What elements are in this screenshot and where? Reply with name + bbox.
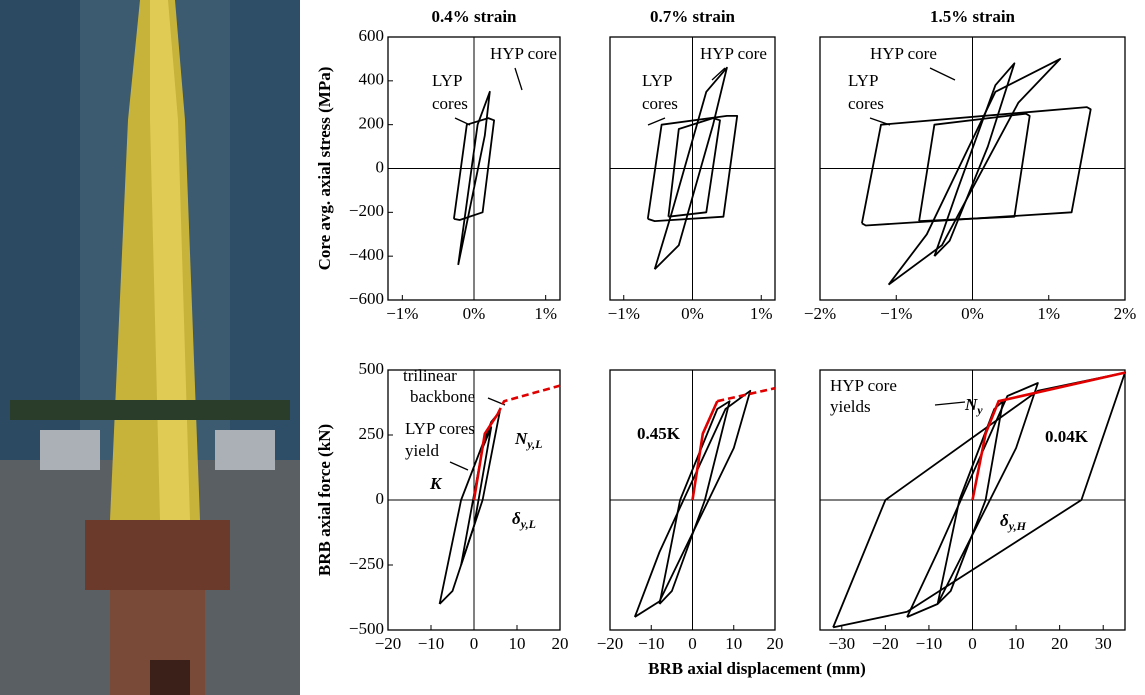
annotation: K — [429, 474, 443, 493]
annotation: yield — [405, 441, 439, 460]
x-tick-label: 10 — [509, 634, 526, 653]
y-tick-label: 600 — [359, 26, 385, 45]
x-tick-label: −10 — [638, 634, 665, 653]
annotation: 0.45K — [637, 424, 681, 443]
annotation: Ny — [964, 395, 983, 417]
annotation-arrows — [449, 67, 966, 471]
x-tick-label: 0 — [968, 634, 977, 653]
loop-curve — [653, 66, 728, 270]
x-tick-label: 0% — [463, 304, 486, 323]
annotation-subscript: y,H — [1007, 519, 1027, 533]
y-tick-label: −600 — [349, 289, 384, 308]
loop-curve — [438, 410, 501, 605]
x-tick-label: −10 — [916, 634, 943, 653]
loop-curve — [691, 400, 719, 501]
annotation: HYP core — [870, 44, 937, 63]
annotation-subscript: y,L — [519, 517, 536, 531]
x-tick-label: 0 — [470, 634, 479, 653]
loop-curve — [460, 426, 493, 566]
x-tick-label: 10 — [1008, 634, 1025, 653]
annotation: δy,L — [512, 509, 536, 531]
x-tick-label: −20 — [872, 634, 899, 653]
annotation: δy,H — [1000, 511, 1027, 533]
x-tick-label: −1% — [386, 304, 418, 323]
x-tick-label: 0% — [681, 304, 704, 323]
y-tick-label: −500 — [349, 619, 384, 638]
annotation: 0.04K — [1045, 427, 1089, 446]
x-tick-label: 20 — [767, 634, 784, 653]
annotation: yields — [830, 397, 871, 416]
annotation: LYP — [848, 71, 878, 90]
annotation-subscript: y — [975, 403, 983, 417]
annotation-symbol: N — [964, 395, 978, 414]
x-tick-label: 1% — [750, 304, 773, 323]
annotation: cores — [432, 94, 468, 113]
x-tick-label: 1% — [534, 304, 557, 323]
x-tick-label: 0 — [688, 634, 697, 653]
annotation-symbol: N — [514, 429, 528, 448]
loop-curve — [667, 117, 721, 218]
loop-curve — [472, 413, 499, 501]
y-tick-label: −200 — [349, 201, 384, 220]
loop-curve — [887, 58, 1062, 286]
x-tick-label: 10 — [725, 634, 742, 653]
x-tick-label: 20 — [1051, 634, 1068, 653]
loop-curve — [453, 117, 495, 221]
annotation: LYP — [642, 71, 672, 90]
panel-title: 1.5% strain — [930, 7, 1016, 26]
x-tick-label: 30 — [1095, 634, 1112, 653]
x-tick-label: −10 — [418, 634, 445, 653]
x-tick-label: −2% — [804, 304, 836, 323]
x-tick-label: 2% — [1114, 304, 1137, 323]
loop-curve — [457, 90, 491, 266]
annotation-symbol: δ — [1000, 511, 1009, 530]
annotation: LYP cores — [405, 419, 475, 438]
annotation: trilinear — [403, 366, 457, 385]
x-axis-label: BRB axial displacement (mm) — [648, 659, 866, 678]
x-tick-label: −20 — [597, 634, 624, 653]
y-axis-label: Core avg. axial stress (MPa) — [315, 67, 334, 271]
loop-curve — [971, 371, 1126, 501]
annotation: Ny,L — [514, 429, 543, 451]
x-tick-label: 20 — [552, 634, 569, 653]
y-tick-label: 0 — [376, 489, 385, 508]
annotation: LYP — [432, 71, 462, 90]
y-tick-label: 500 — [359, 359, 385, 378]
loop-curve — [496, 384, 561, 415]
y-tick-label: −250 — [349, 554, 384, 573]
loop-curve — [918, 112, 1031, 222]
x-tick-label: −1% — [608, 304, 640, 323]
y-tick-label: 200 — [359, 114, 385, 133]
loop-curve — [646, 115, 739, 222]
y-tick-label: 250 — [359, 424, 385, 443]
annotation-subscript: y,L — [525, 437, 542, 451]
loop-curve — [933, 62, 1016, 257]
panel-title: 0.4% strain — [432, 7, 518, 26]
loop-curve — [658, 400, 731, 605]
x-tick-label: 0% — [961, 304, 984, 323]
loop-curve — [861, 106, 1092, 227]
photo — [0, 0, 300, 695]
y-tick-label: 400 — [359, 70, 385, 89]
x-tick-label: 1% — [1037, 304, 1060, 323]
annotation: HYP core — [700, 44, 767, 63]
y-tick-label: −400 — [349, 245, 384, 264]
loop-curve — [717, 386, 776, 403]
panel-title: 0.7% strain — [650, 7, 736, 26]
annotation: backbone — [410, 387, 475, 406]
annotation: cores — [642, 94, 678, 113]
annotation: cores — [848, 94, 884, 113]
x-tick-label: −20 — [375, 634, 402, 653]
loop-curve — [936, 400, 1004, 605]
annotation: HYP core — [490, 44, 557, 63]
annotation: HYP core — [830, 376, 897, 395]
x-tick-label: −1% — [880, 304, 912, 323]
y-tick-label: 0 — [376, 157, 385, 176]
annotation-symbol: δ — [512, 509, 521, 528]
x-tick-label: −30 — [828, 634, 855, 653]
y-axis-label: BRB axial force (kN) — [315, 424, 334, 576]
